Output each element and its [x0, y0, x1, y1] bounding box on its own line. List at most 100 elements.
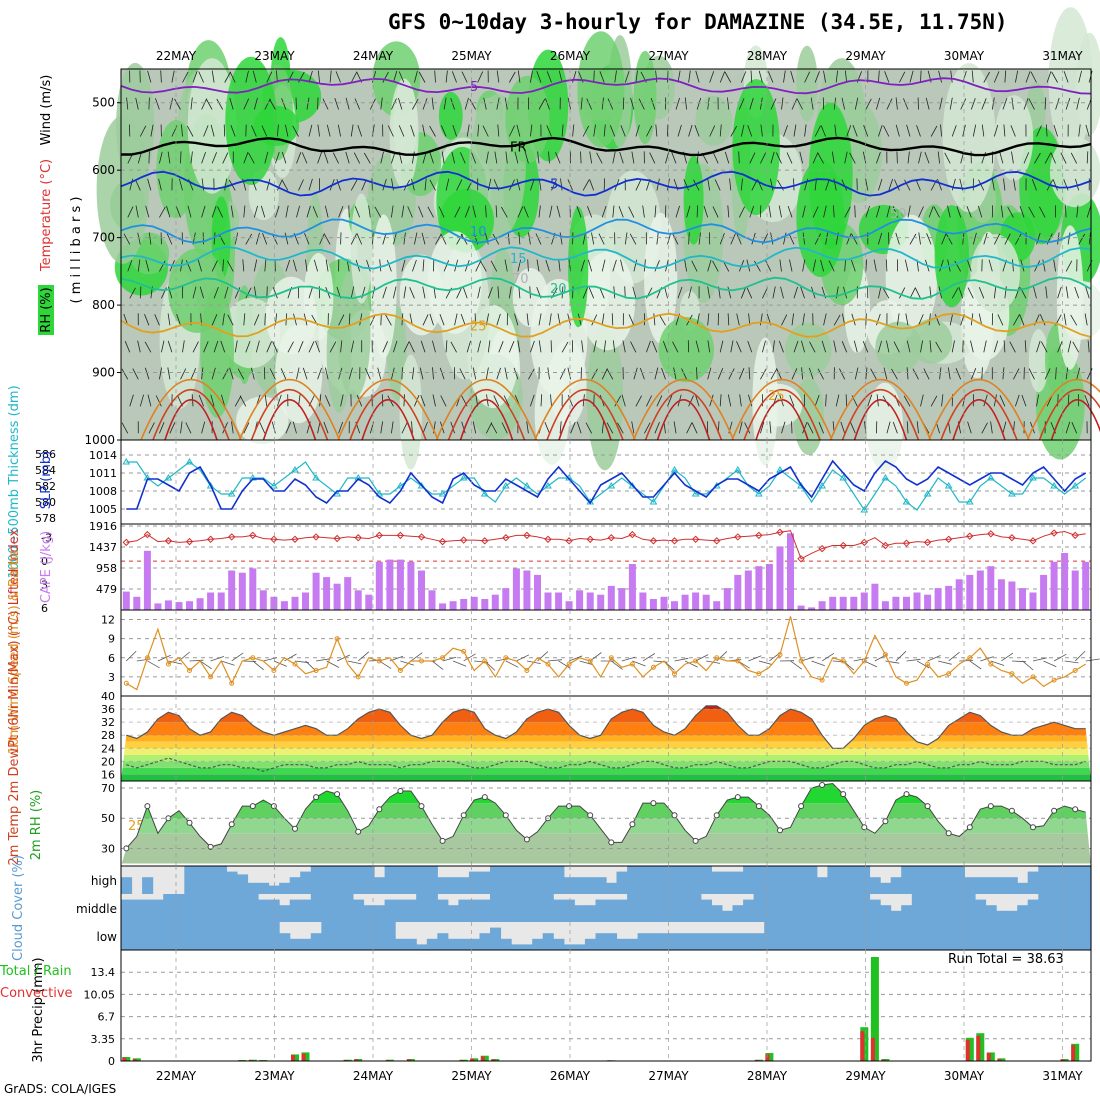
- wind-barb: [707, 259, 712, 272]
- wind-barb: [654, 421, 660, 434]
- wind-barb: [1003, 124, 1006, 137]
- wind-barb: [956, 205, 962, 218]
- wind-barb: [814, 178, 817, 191]
- pressure-tick-label: 600: [92, 163, 115, 177]
- rh-blob: [200, 287, 235, 418]
- rh-point: [439, 837, 446, 844]
- wind-barb: [419, 367, 424, 380]
- warm-contour: [940, 389, 1018, 441]
- wind-barb: [930, 395, 938, 407]
- cloud-cell-middle: [331, 894, 343, 922]
- wind-barb: [234, 232, 239, 245]
- rh-point: [945, 830, 952, 837]
- cloud-cell-high: [848, 866, 860, 894]
- pressure-tick-label: 500: [92, 96, 115, 110]
- wind-barb: [350, 71, 358, 83]
- rh-point: [755, 803, 762, 810]
- cloud-cell-low: [353, 922, 365, 950]
- wind-barb: [345, 151, 350, 164]
- wind-barb: [677, 124, 682, 137]
- cloud-cell-middle: [1080, 894, 1092, 922]
- wind-barb: [983, 394, 988, 407]
- cape-bar: [544, 592, 552, 610]
- wind-barb: [1063, 71, 1069, 83]
- li-point: [354, 534, 362, 542]
- cloud-cell-low: [458, 938, 470, 950]
- wind-barb: [844, 151, 848, 164]
- cloud-cell-high: [880, 882, 892, 894]
- thickness-point: [312, 474, 320, 481]
- wind-barb: [854, 205, 856, 218]
- cloud-cell-high: [975, 877, 987, 894]
- wind-barb: [656, 178, 660, 191]
- wind-barb: [1050, 152, 1056, 164]
- cloud-cell-high: [943, 866, 955, 894]
- cloud-cell-high: [532, 866, 544, 894]
- cloud-cell-low: [1038, 922, 1050, 950]
- wind-barb: [1030, 71, 1037, 83]
- cape-bar: [302, 592, 309, 610]
- thickness-point: [691, 490, 700, 497]
- wind-barb: [659, 314, 666, 326]
- warm-contour: [1038, 389, 1100, 441]
- wind-barb: [559, 232, 563, 245]
- cloud-cell-low: [616, 938, 628, 950]
- wind-barb: [646, 125, 653, 137]
- wind-barb: [391, 421, 394, 434]
- cape-bar: [576, 590, 584, 610]
- cape-bar: [765, 564, 773, 610]
- warm-contour: [829, 378, 932, 441]
- wind-barb: [878, 70, 880, 83]
- wind-barb: [808, 367, 814, 380]
- rh-point: [376, 806, 383, 813]
- wind-barb: [340, 340, 343, 353]
- cloud-cell-high: [374, 877, 386, 894]
- top-date-label: 26MAY: [550, 49, 591, 63]
- li-point: [164, 537, 173, 545]
- cloud-cell-low: [131, 922, 143, 950]
- surface-wind-barb: [821, 652, 835, 662]
- cloud-cell-high: [753, 866, 765, 894]
- wind-point: [503, 655, 509, 661]
- wind-barb: [814, 394, 820, 407]
- top-date-label: 23MAY: [254, 49, 295, 63]
- wind-barb: [929, 340, 932, 353]
- wind-point: [482, 658, 488, 664]
- run-total-label: Run Total = 38.63: [948, 952, 1064, 967]
- cloud-cell-low: [321, 922, 333, 950]
- li-point: [860, 538, 869, 547]
- wind-barb: [148, 422, 155, 434]
- wind-barb: [1076, 367, 1081, 380]
- wind-barb: [672, 341, 679, 353]
- wind-barb: [135, 179, 141, 191]
- cloud-cell-low: [953, 922, 965, 950]
- wind-barb: [558, 259, 561, 272]
- wind-barb: [841, 179, 848, 191]
- surface-wind-barb: [874, 654, 888, 662]
- wind-barb: [888, 178, 893, 191]
- cloud-cell-high: [468, 871, 480, 894]
- precip-conv-bar: [860, 1031, 865, 1061]
- isotherm-label: 10: [470, 225, 487, 240]
- li-point: [270, 535, 278, 543]
- cape-bar: [259, 590, 267, 610]
- cloud-cell-low: [700, 933, 712, 950]
- rh-point: [1051, 807, 1058, 814]
- rh-point: [1072, 806, 1079, 813]
- wind-barb: [443, 97, 447, 110]
- wind-barb: [422, 259, 425, 272]
- wind-barb: [530, 124, 533, 137]
- wind-point: [735, 658, 741, 664]
- wind-barb: [269, 98, 276, 110]
- cloud-cell-high: [405, 866, 417, 894]
- surface-wind-barb: [537, 651, 549, 662]
- surface-wind-barb: [189, 659, 204, 662]
- wind-barb: [317, 367, 322, 380]
- wind-barb: [354, 98, 361, 110]
- wind-barb: [712, 260, 719, 272]
- surface-wind-barb: [568, 655, 583, 662]
- warm-contour: [140, 378, 242, 441]
- li-point: [628, 530, 637, 539]
- wind-barb: [846, 233, 852, 245]
